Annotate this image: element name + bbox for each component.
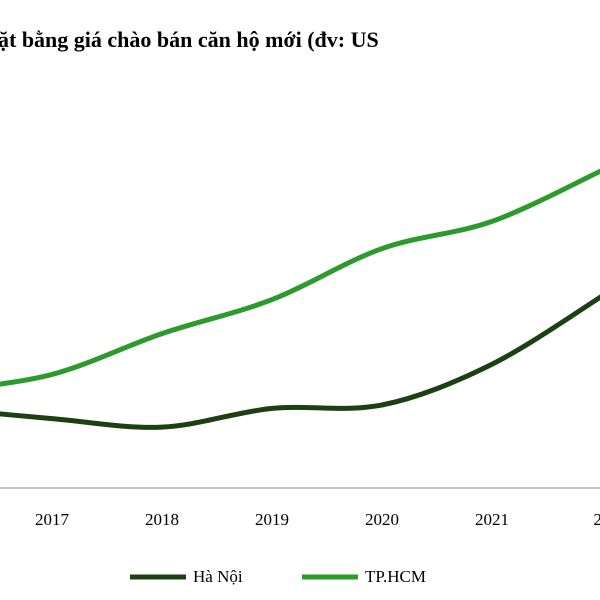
- x-tick-label: 2021: [475, 510, 509, 529]
- chart-title: ặt bằng giá chào bán căn hộ mới (đv: US: [0, 27, 379, 52]
- x-tick-label: 20: [594, 510, 600, 529]
- legend-label: Hà Nội: [193, 567, 243, 586]
- legend-label: TP.HCM: [365, 567, 426, 586]
- series-line: [0, 168, 600, 387]
- x-tick-label: 2017: [35, 510, 70, 529]
- series-line: [0, 294, 600, 430]
- x-tick-label: 2018: [145, 510, 179, 529]
- x-tick-label: 2019: [255, 510, 289, 529]
- x-tick-label: 2020: [365, 510, 399, 529]
